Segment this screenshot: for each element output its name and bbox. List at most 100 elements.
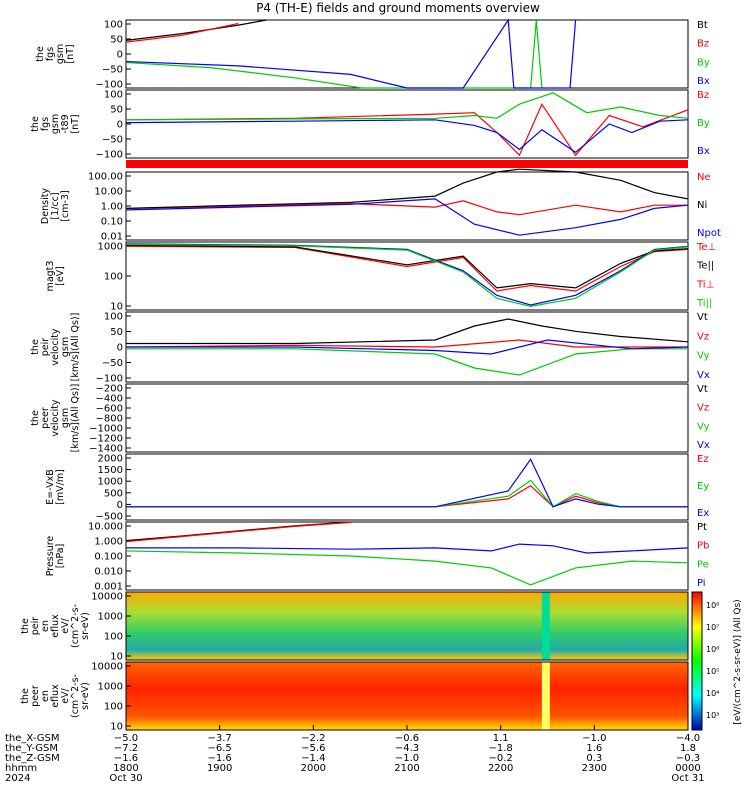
series-line bbox=[126, 339, 689, 355]
spectrogram bbox=[126, 592, 688, 660]
x-tick-label: −4.0 bbox=[676, 733, 700, 744]
y-tick-label: 10.00 bbox=[94, 187, 123, 198]
x-tick-label: −1.4 bbox=[301, 753, 325, 764]
y-axis-label: [mV/m] bbox=[55, 469, 66, 505]
x-tick-label: Oct 31 bbox=[671, 773, 704, 784]
x-tick-label: −1.0 bbox=[582, 733, 606, 744]
y-tick-label: −400 bbox=[96, 394, 123, 405]
x-tick-label: −0.2 bbox=[489, 753, 513, 764]
y-axis-label: (cm^2-s- bbox=[70, 604, 81, 648]
y-axis-label: gsm bbox=[60, 337, 71, 357]
legend-entry: Ne bbox=[697, 172, 711, 183]
series-line bbox=[125, 19, 267, 41]
separator-bar bbox=[126, 160, 688, 168]
y-tick-label: 0 bbox=[117, 343, 123, 354]
y-axis-label: eflux bbox=[50, 614, 61, 638]
colorbar-tick-label: 10⁶ bbox=[706, 645, 719, 654]
panel-fgs_gsm: 100 50 0 −50 −100 the fgs gsm [nT] Bt Bz By Bx bbox=[35, 18, 710, 91]
panel-frame bbox=[125, 19, 689, 89]
colorbar-scale bbox=[691, 591, 703, 731]
x-tick-label: 0.3 bbox=[586, 753, 602, 764]
y-tick-label: 10 bbox=[110, 302, 123, 313]
spectrogram-feature bbox=[541, 662, 550, 730]
x-tick-label: 1800 bbox=[113, 763, 138, 774]
x-tick-label: 1.8 bbox=[680, 743, 696, 754]
y-tick-label: 2000 bbox=[98, 454, 123, 465]
panel-density: 100.00 10.00 1.00 0.10 0.01 Density [1/cc] [cm-… bbox=[40, 168, 721, 243]
x-tick-label: 2000 bbox=[301, 763, 326, 774]
panel-peir_eflux: 10000 1000 100 10 the peir en eflux eV/(cm^2-s-s… bbox=[20, 591, 689, 663]
x-tick-label: −1.6 bbox=[208, 753, 232, 764]
legend-entry: Vy bbox=[697, 421, 710, 432]
legend-entry: Ey bbox=[697, 481, 709, 492]
legend-entry: Vx bbox=[697, 370, 710, 381]
y-tick-label: 1000 bbox=[98, 242, 123, 253]
y-tick-label: −1000 bbox=[89, 424, 123, 435]
y-tick-label: 1.00 bbox=[101, 202, 123, 213]
y-tick-label: 0.10 bbox=[101, 217, 123, 228]
y-tick-label: 50 bbox=[110, 105, 123, 116]
y-tick-label: 0 bbox=[117, 50, 123, 61]
y-tick-label: 1500 bbox=[98, 465, 123, 476]
x-tick-label: 1.6 bbox=[586, 743, 602, 754]
y-axis-label: (cm^2-s- bbox=[70, 674, 81, 718]
series-line bbox=[126, 458, 688, 508]
colorbar-label: [eV/(cm^2-s-sr-eV)] (All Qs) bbox=[733, 599, 743, 724]
x-tick-label: −4.3 bbox=[395, 743, 419, 754]
y-tick-label: 50 bbox=[110, 327, 123, 338]
legend-entry: Vt bbox=[697, 312, 708, 323]
x-tick-label: −7.2 bbox=[114, 743, 138, 754]
legend-entry: Pe bbox=[697, 559, 709, 570]
y-tick-label: −100 bbox=[96, 80, 123, 91]
series-line bbox=[125, 339, 688, 348]
colorbar-tick-label: 10⁵ bbox=[706, 667, 719, 676]
y-axis-label: en bbox=[40, 620, 51, 632]
panel-frame bbox=[125, 383, 689, 453]
y-axis-label: [cm-3] bbox=[60, 190, 71, 221]
legend-entry: Bx bbox=[697, 146, 710, 157]
y-axis-label: [eV] bbox=[55, 266, 66, 286]
y-tick-label: 100 bbox=[104, 312, 123, 323]
x-tick-label: −3.7 bbox=[208, 733, 232, 744]
y-tick-label: 0.010 bbox=[94, 567, 123, 578]
y-tick-label: 100 bbox=[104, 90, 123, 101]
panel-peer_eflux: 10⁸ 10⁷ 10⁶ 10⁵ 10⁴ 10³ [eV/(cm^2-s-sr-eV)] (A… bbox=[20, 591, 743, 733]
legend-entry: Bz bbox=[697, 90, 709, 101]
plot-title: P4 (TH-E) fields and ground moments over… bbox=[256, 1, 540, 15]
legend-entry: Vz bbox=[697, 403, 709, 414]
legend-entry: Bt bbox=[697, 20, 708, 31]
series-line bbox=[125, 22, 239, 43]
series-line bbox=[125, 243, 689, 306]
spectrogram-feature bbox=[541, 592, 550, 660]
y-tick-label: −100 bbox=[96, 374, 123, 385]
legend-entry: By bbox=[697, 118, 710, 129]
legend-entry: Vx bbox=[697, 440, 710, 451]
y-axis-label: magt3 bbox=[45, 261, 56, 292]
series-line bbox=[125, 92, 689, 121]
legend-entry: Ex bbox=[697, 508, 709, 519]
y-axis-label: eV/ bbox=[60, 617, 71, 633]
y-axis-label: the bbox=[30, 410, 41, 426]
y-tick-label: −1200 bbox=[89, 434, 123, 445]
legend-entry: Pb bbox=[697, 541, 709, 552]
x-tick-label: 1.1 bbox=[493, 733, 509, 744]
series-line bbox=[126, 318, 689, 345]
series-line bbox=[126, 543, 689, 554]
y-axis-label: [km/s](All Qs)] bbox=[70, 313, 81, 382]
legend-entry: Bz bbox=[697, 39, 709, 50]
panel-fgs_gsm_t89: 100 50 0 −50 −100 the fgs gsm -t89 [nT] Bz By Bx bbox=[30, 89, 710, 168]
panel-frame bbox=[125, 89, 689, 159]
y-axis-label: [km/s](All Qs)] bbox=[70, 384, 81, 453]
x-tick-label: −1.8 bbox=[489, 743, 513, 754]
y-tick-label: 10000 bbox=[91, 662, 123, 673]
y-axis-label: eV/ bbox=[60, 687, 71, 703]
y-tick-label: 100 bbox=[104, 632, 123, 643]
y-axis-label: E=-VxB bbox=[45, 469, 56, 504]
y-tick-label: 1000 bbox=[98, 477, 123, 488]
series-line bbox=[125, 550, 689, 586]
y-axis-label: the bbox=[20, 618, 31, 634]
x-tick-label: 2300 bbox=[582, 763, 607, 774]
colorbar: 10⁸ 10⁷ 10⁶ 10⁵ 10⁴ 10³ [eV/(cm^2-s-sr-eV)] (A… bbox=[691, 591, 743, 731]
